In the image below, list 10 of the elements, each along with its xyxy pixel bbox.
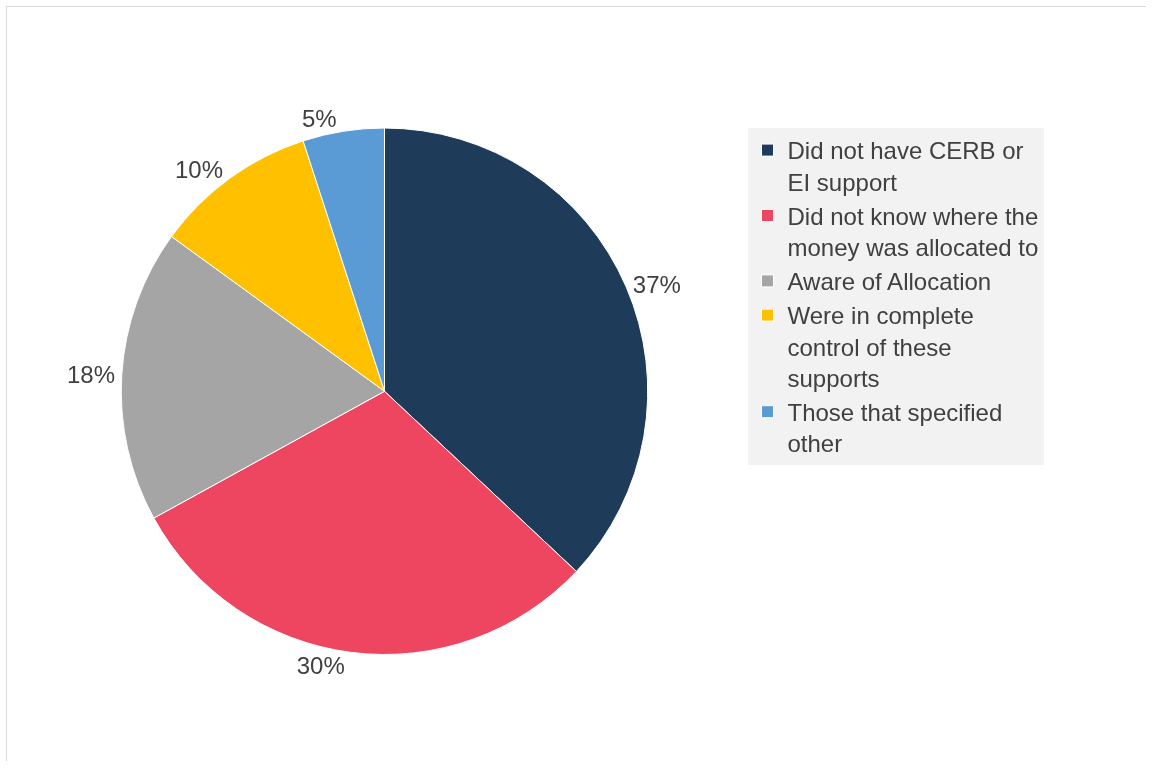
data-label: 30% bbox=[296, 652, 345, 680]
legend-label: Those that specified other bbox=[787, 399, 1003, 458]
data-label: 18% bbox=[66, 361, 116, 389]
legend-label: Did not have CERB or EI support bbox=[787, 137, 1024, 196]
data-label: 37% bbox=[632, 271, 681, 299]
legend-label: Aware of Allocation bbox=[787, 268, 992, 296]
data-label: 5% bbox=[301, 104, 337, 132]
data-label: 10% bbox=[174, 155, 224, 183]
legend-label: Did not know where the money was allocated to bbox=[787, 202, 1039, 262]
legend-label: Were in complete control of these supports bbox=[787, 302, 974, 392]
